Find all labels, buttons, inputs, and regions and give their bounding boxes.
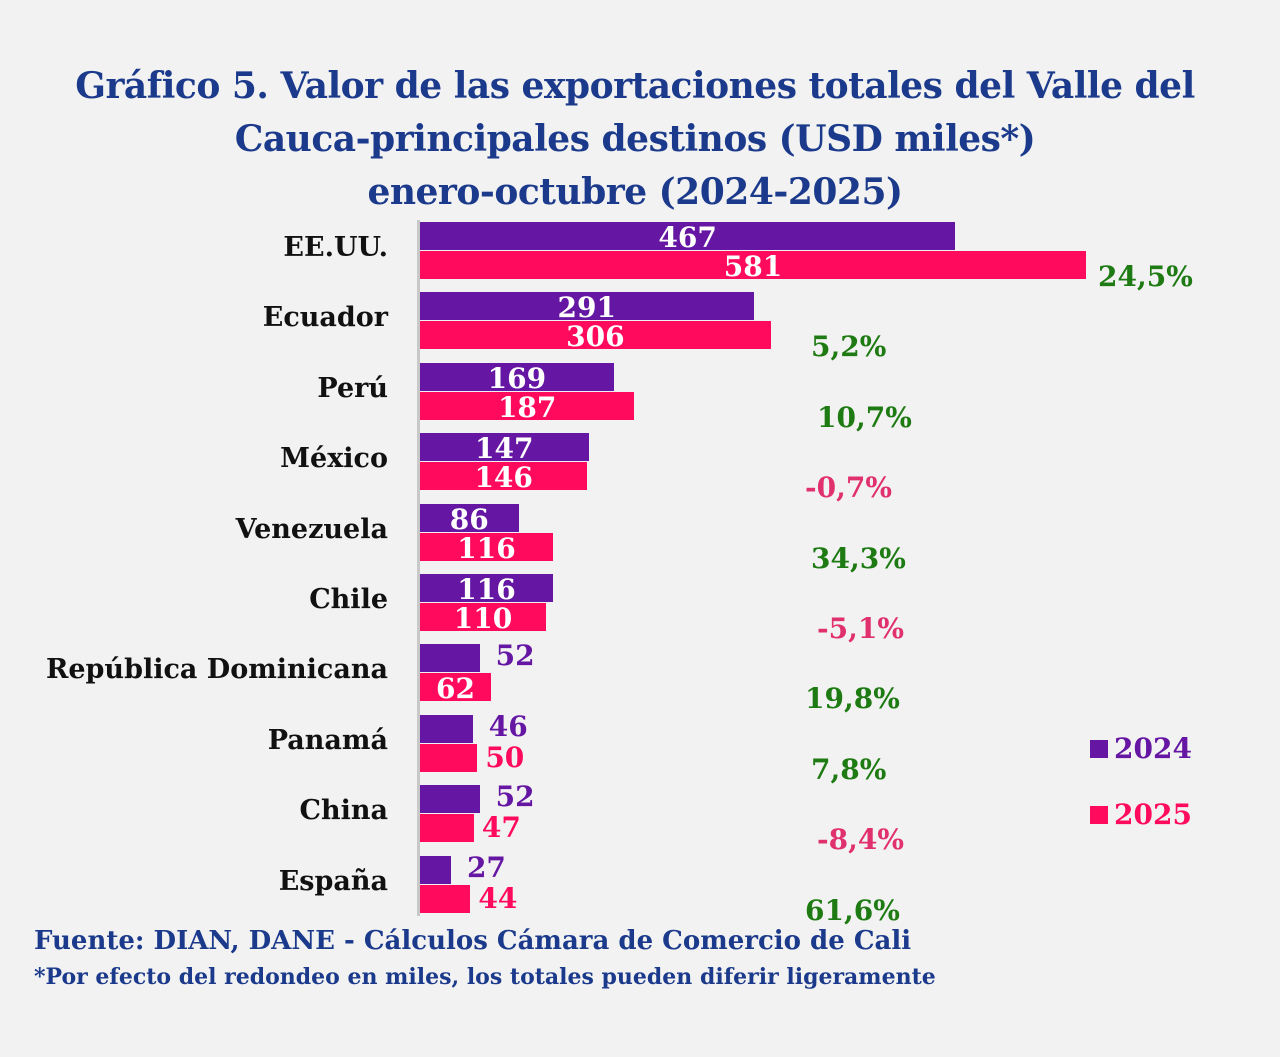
change-label: 10,7% — [817, 400, 912, 434]
title-line: Gráfico 5. Valor de las exportaciones to… — [75, 65, 1195, 107]
value-label: 52 — [495, 780, 535, 814]
source-text: Fuente: DIAN, DANE - Cálculos Cámara de … — [34, 926, 912, 956]
legend-label: 2024 — [1114, 732, 1192, 765]
value-label: 47 — [481, 811, 521, 845]
legend-item-2024: 2024 — [1090, 732, 1192, 765]
change-label: 19,8% — [805, 682, 900, 716]
value-label: 44 — [478, 881, 518, 915]
bar-2024 — [420, 503, 519, 532]
change-label: 34,3% — [811, 541, 906, 575]
bar-2024 — [420, 433, 589, 462]
category-axis-line — [417, 220, 420, 916]
title-line: enero-octubre (2024-2025) — [367, 171, 903, 213]
bar-2025 — [420, 743, 478, 772]
change-label: 24,5% — [1098, 260, 1193, 293]
legend-swatch-2024 — [1090, 739, 1108, 758]
value-label: 187 — [497, 390, 557, 424]
bar-2025 — [420, 251, 1086, 279]
value-label: 306 — [566, 320, 625, 354]
value-label: 291 — [557, 291, 617, 325]
value-label: 86 — [449, 502, 489, 536]
value-label: 169 — [487, 361, 547, 395]
bar-2024 — [420, 714, 473, 743]
bar-2024 — [420, 785, 480, 814]
value-label: 146 — [474, 461, 533, 495]
category-label: Ecuador — [262, 302, 388, 334]
value-label: 110 — [453, 602, 513, 635]
change-label: 5,2% — [811, 330, 887, 364]
bar-2024 — [420, 644, 480, 673]
bar-2025 — [420, 673, 492, 702]
change-label: -0,7% — [805, 471, 892, 505]
chart-title: Gráfico 5. Valor de las exportaciones to… — [0, 60, 1270, 219]
value-label: 147 — [475, 432, 534, 466]
bar-2024 — [420, 222, 956, 250]
legend-swatch-2025 — [1090, 805, 1108, 824]
bar-2024 — [420, 292, 754, 321]
category-label: República Dominicana — [45, 654, 388, 686]
value-label: 46 — [488, 709, 528, 743]
bar-2024 — [420, 574, 553, 602]
change-label: -8,4% — [817, 823, 904, 857]
value-label: 27 — [466, 850, 506, 884]
category-label: Panamá — [267, 724, 388, 756]
category-label: China — [299, 795, 388, 827]
bar-2025 — [420, 462, 588, 491]
bar-2024 — [420, 855, 451, 884]
legend-item-2025: 2025 — [1090, 798, 1192, 831]
bar-2025 — [420, 391, 635, 420]
category-label: México — [280, 443, 388, 475]
value-label: 116 — [457, 531, 516, 565]
bar-2025 — [420, 321, 771, 350]
value-label: 50 — [485, 740, 525, 774]
bar-2025 — [420, 884, 471, 913]
value-label: 116 — [457, 573, 516, 606]
category-label: Perú — [317, 372, 388, 404]
category-label: Chile — [309, 584, 388, 615]
change-label: 61,6% — [805, 893, 900, 927]
change-label: -5,1% — [817, 612, 904, 645]
bar-2025 — [420, 532, 553, 561]
category-label: España — [278, 865, 388, 897]
value-label: 467 — [658, 221, 717, 254]
category-label: Venezuela — [235, 513, 388, 545]
category-label: EE.UU. — [283, 232, 388, 263]
bar-2025 — [420, 814, 474, 843]
title-line: Cauca-principales destinos (USD miles*) — [234, 118, 1036, 160]
footnote: *Por efecto del redondeo en miles, los t… — [34, 964, 936, 990]
legend-label: 2025 — [1114, 798, 1192, 831]
value-label: 62 — [436, 672, 476, 706]
value-label: 581 — [723, 250, 783, 283]
change-label: 7,8% — [811, 752, 887, 786]
bar-2025 — [420, 603, 547, 631]
bar-2024 — [420, 362, 614, 391]
value-label: 52 — [495, 639, 535, 673]
